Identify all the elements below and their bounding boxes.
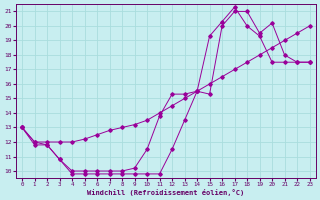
X-axis label: Windchill (Refroidissement éolien,°C): Windchill (Refroidissement éolien,°C) [87,189,244,196]
